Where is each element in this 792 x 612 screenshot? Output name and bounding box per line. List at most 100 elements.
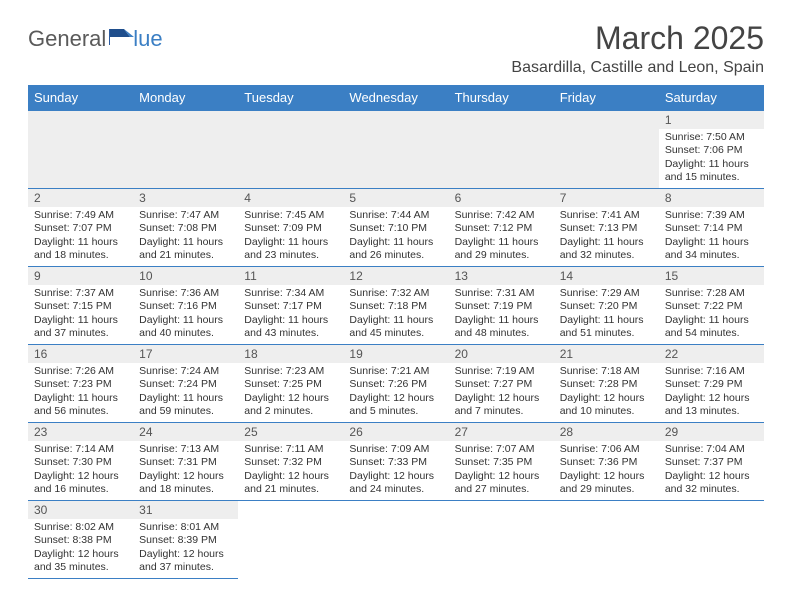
- day-number: 3: [133, 189, 238, 207]
- day-details: Sunrise: 7:04 AMSunset: 7:37 PMDaylight:…: [659, 441, 764, 499]
- calendar-cell: [343, 111, 448, 189]
- sunset-text: Sunset: 7:12 PM: [455, 222, 548, 235]
- sunrise-text: Sunrise: 7:39 AM: [665, 209, 758, 222]
- calendar-cell: [343, 501, 448, 579]
- calendar-cell: [28, 111, 133, 189]
- sunset-text: Sunset: 7:19 PM: [455, 300, 548, 313]
- day-number: 19: [343, 345, 448, 363]
- daylight-text: Daylight: 12 hours and 5 minutes.: [349, 392, 442, 419]
- sunset-text: Sunset: 7:13 PM: [560, 222, 653, 235]
- sunrise-text: Sunrise: 7:45 AM: [244, 209, 337, 222]
- day-details: Sunrise: 7:28 AMSunset: 7:22 PMDaylight:…: [659, 285, 764, 343]
- daylight-text: Daylight: 12 hours and 18 minutes.: [139, 470, 232, 497]
- calendar-cell: 15Sunrise: 7:28 AMSunset: 7:22 PMDayligh…: [659, 267, 764, 345]
- daylight-text: Daylight: 12 hours and 35 minutes.: [34, 548, 127, 575]
- day-details: Sunrise: 8:01 AMSunset: 8:39 PMDaylight:…: [133, 519, 238, 577]
- day-details: Sunrise: 7:47 AMSunset: 7:08 PMDaylight:…: [133, 207, 238, 265]
- daylight-text: Daylight: 11 hours and 43 minutes.: [244, 314, 337, 341]
- sunset-text: Sunset: 7:06 PM: [665, 144, 758, 157]
- day-number: 26: [343, 423, 448, 441]
- calendar-cell: [659, 501, 764, 579]
- calendar-cell: [554, 501, 659, 579]
- day-number: 1: [659, 111, 764, 129]
- sunset-text: Sunset: 7:17 PM: [244, 300, 337, 313]
- sunrise-text: Sunrise: 7:18 AM: [560, 365, 653, 378]
- sunset-text: Sunset: 7:36 PM: [560, 456, 653, 469]
- calendar-cell: [238, 111, 343, 189]
- day-details: Sunrise: 7:07 AMSunset: 7:35 PMDaylight:…: [449, 441, 554, 499]
- calendar-cell: 27Sunrise: 7:07 AMSunset: 7:35 PMDayligh…: [449, 423, 554, 501]
- daylight-text: Daylight: 12 hours and 32 minutes.: [665, 470, 758, 497]
- day-details: Sunrise: 7:29 AMSunset: 7:20 PMDaylight:…: [554, 285, 659, 343]
- day-number: 4: [238, 189, 343, 207]
- calendar-cell: 25Sunrise: 7:11 AMSunset: 7:32 PMDayligh…: [238, 423, 343, 501]
- sunset-text: Sunset: 8:39 PM: [139, 534, 232, 547]
- sunrise-text: Sunrise: 7:21 AM: [349, 365, 442, 378]
- daylight-text: Daylight: 12 hours and 21 minutes.: [244, 470, 337, 497]
- sunrise-text: Sunrise: 7:06 AM: [560, 443, 653, 456]
- calendar-cell: 5Sunrise: 7:44 AMSunset: 7:10 PMDaylight…: [343, 189, 448, 267]
- weekday-header: Friday: [554, 85, 659, 111]
- day-details: Sunrise: 7:21 AMSunset: 7:26 PMDaylight:…: [343, 363, 448, 421]
- day-number: 20: [449, 345, 554, 363]
- day-details: Sunrise: 7:24 AMSunset: 7:24 PMDaylight:…: [133, 363, 238, 421]
- logo-text-blue: lue: [133, 26, 162, 52]
- daylight-text: Daylight: 12 hours and 16 minutes.: [34, 470, 127, 497]
- sunrise-text: Sunrise: 7:50 AM: [665, 131, 758, 144]
- calendar-cell: [449, 501, 554, 579]
- calendar-cell: [554, 111, 659, 189]
- sunset-text: Sunset: 7:29 PM: [665, 378, 758, 391]
- calendar-cell: 17Sunrise: 7:24 AMSunset: 7:24 PMDayligh…: [133, 345, 238, 423]
- sunrise-text: Sunrise: 7:07 AM: [455, 443, 548, 456]
- daylight-text: Daylight: 11 hours and 54 minutes.: [665, 314, 758, 341]
- weekday-header: Thursday: [449, 85, 554, 111]
- daylight-text: Daylight: 11 hours and 15 minutes.: [665, 158, 758, 185]
- day-details: Sunrise: 7:09 AMSunset: 7:33 PMDaylight:…: [343, 441, 448, 499]
- day-details: Sunrise: 7:39 AMSunset: 7:14 PMDaylight:…: [659, 207, 764, 265]
- calendar-cell: 24Sunrise: 7:13 AMSunset: 7:31 PMDayligh…: [133, 423, 238, 501]
- daylight-text: Daylight: 12 hours and 13 minutes.: [665, 392, 758, 419]
- daylight-text: Daylight: 11 hours and 21 minutes.: [139, 236, 232, 263]
- sunrise-text: Sunrise: 7:13 AM: [139, 443, 232, 456]
- sunset-text: Sunset: 7:25 PM: [244, 378, 337, 391]
- sunrise-text: Sunrise: 7:41 AM: [560, 209, 653, 222]
- logo-text-general: General: [28, 26, 106, 52]
- calendar-cell: 16Sunrise: 7:26 AMSunset: 7:23 PMDayligh…: [28, 345, 133, 423]
- daylight-text: Daylight: 12 hours and 29 minutes.: [560, 470, 653, 497]
- sunrise-text: Sunrise: 7:37 AM: [34, 287, 127, 300]
- calendar-cell: 29Sunrise: 7:04 AMSunset: 7:37 PMDayligh…: [659, 423, 764, 501]
- calendar-body: 1Sunrise: 7:50 AMSunset: 7:06 PMDaylight…: [28, 111, 764, 579]
- sunrise-text: Sunrise: 7:42 AM: [455, 209, 548, 222]
- day-number: 2: [28, 189, 133, 207]
- sunset-text: Sunset: 7:07 PM: [34, 222, 127, 235]
- sunrise-text: Sunrise: 7:29 AM: [560, 287, 653, 300]
- sunset-text: Sunset: 7:31 PM: [139, 456, 232, 469]
- sunset-text: Sunset: 8:38 PM: [34, 534, 127, 547]
- calendar-cell: 8Sunrise: 7:39 AMSunset: 7:14 PMDaylight…: [659, 189, 764, 267]
- sunrise-text: Sunrise: 8:01 AM: [139, 521, 232, 534]
- location: Basardilla, Castille and Leon, Spain: [511, 59, 764, 77]
- sunrise-text: Sunrise: 7:32 AM: [349, 287, 442, 300]
- day-number: 9: [28, 267, 133, 285]
- day-number: 31: [133, 501, 238, 519]
- day-details: Sunrise: 7:18 AMSunset: 7:28 PMDaylight:…: [554, 363, 659, 421]
- sunset-text: Sunset: 7:23 PM: [34, 378, 127, 391]
- calendar-cell: 23Sunrise: 7:14 AMSunset: 7:30 PMDayligh…: [28, 423, 133, 501]
- sunrise-text: Sunrise: 7:26 AM: [34, 365, 127, 378]
- daylight-text: Daylight: 11 hours and 51 minutes.: [560, 314, 653, 341]
- day-details: Sunrise: 7:41 AMSunset: 7:13 PMDaylight:…: [554, 207, 659, 265]
- calendar-cell: 6Sunrise: 7:42 AMSunset: 7:12 PMDaylight…: [449, 189, 554, 267]
- day-details: Sunrise: 7:13 AMSunset: 7:31 PMDaylight:…: [133, 441, 238, 499]
- sunset-text: Sunset: 7:08 PM: [139, 222, 232, 235]
- calendar-cell: 31Sunrise: 8:01 AMSunset: 8:39 PMDayligh…: [133, 501, 238, 579]
- sunset-text: Sunset: 7:20 PM: [560, 300, 653, 313]
- day-details: Sunrise: 7:34 AMSunset: 7:17 PMDaylight:…: [238, 285, 343, 343]
- day-details: Sunrise: 7:14 AMSunset: 7:30 PMDaylight:…: [28, 441, 133, 499]
- sunset-text: Sunset: 7:09 PM: [244, 222, 337, 235]
- sunrise-text: Sunrise: 7:47 AM: [139, 209, 232, 222]
- sunrise-text: Sunrise: 7:49 AM: [34, 209, 127, 222]
- sunset-text: Sunset: 7:32 PM: [244, 456, 337, 469]
- day-details: Sunrise: 7:23 AMSunset: 7:25 PMDaylight:…: [238, 363, 343, 421]
- daylight-text: Daylight: 12 hours and 37 minutes.: [139, 548, 232, 575]
- sunset-text: Sunset: 7:10 PM: [349, 222, 442, 235]
